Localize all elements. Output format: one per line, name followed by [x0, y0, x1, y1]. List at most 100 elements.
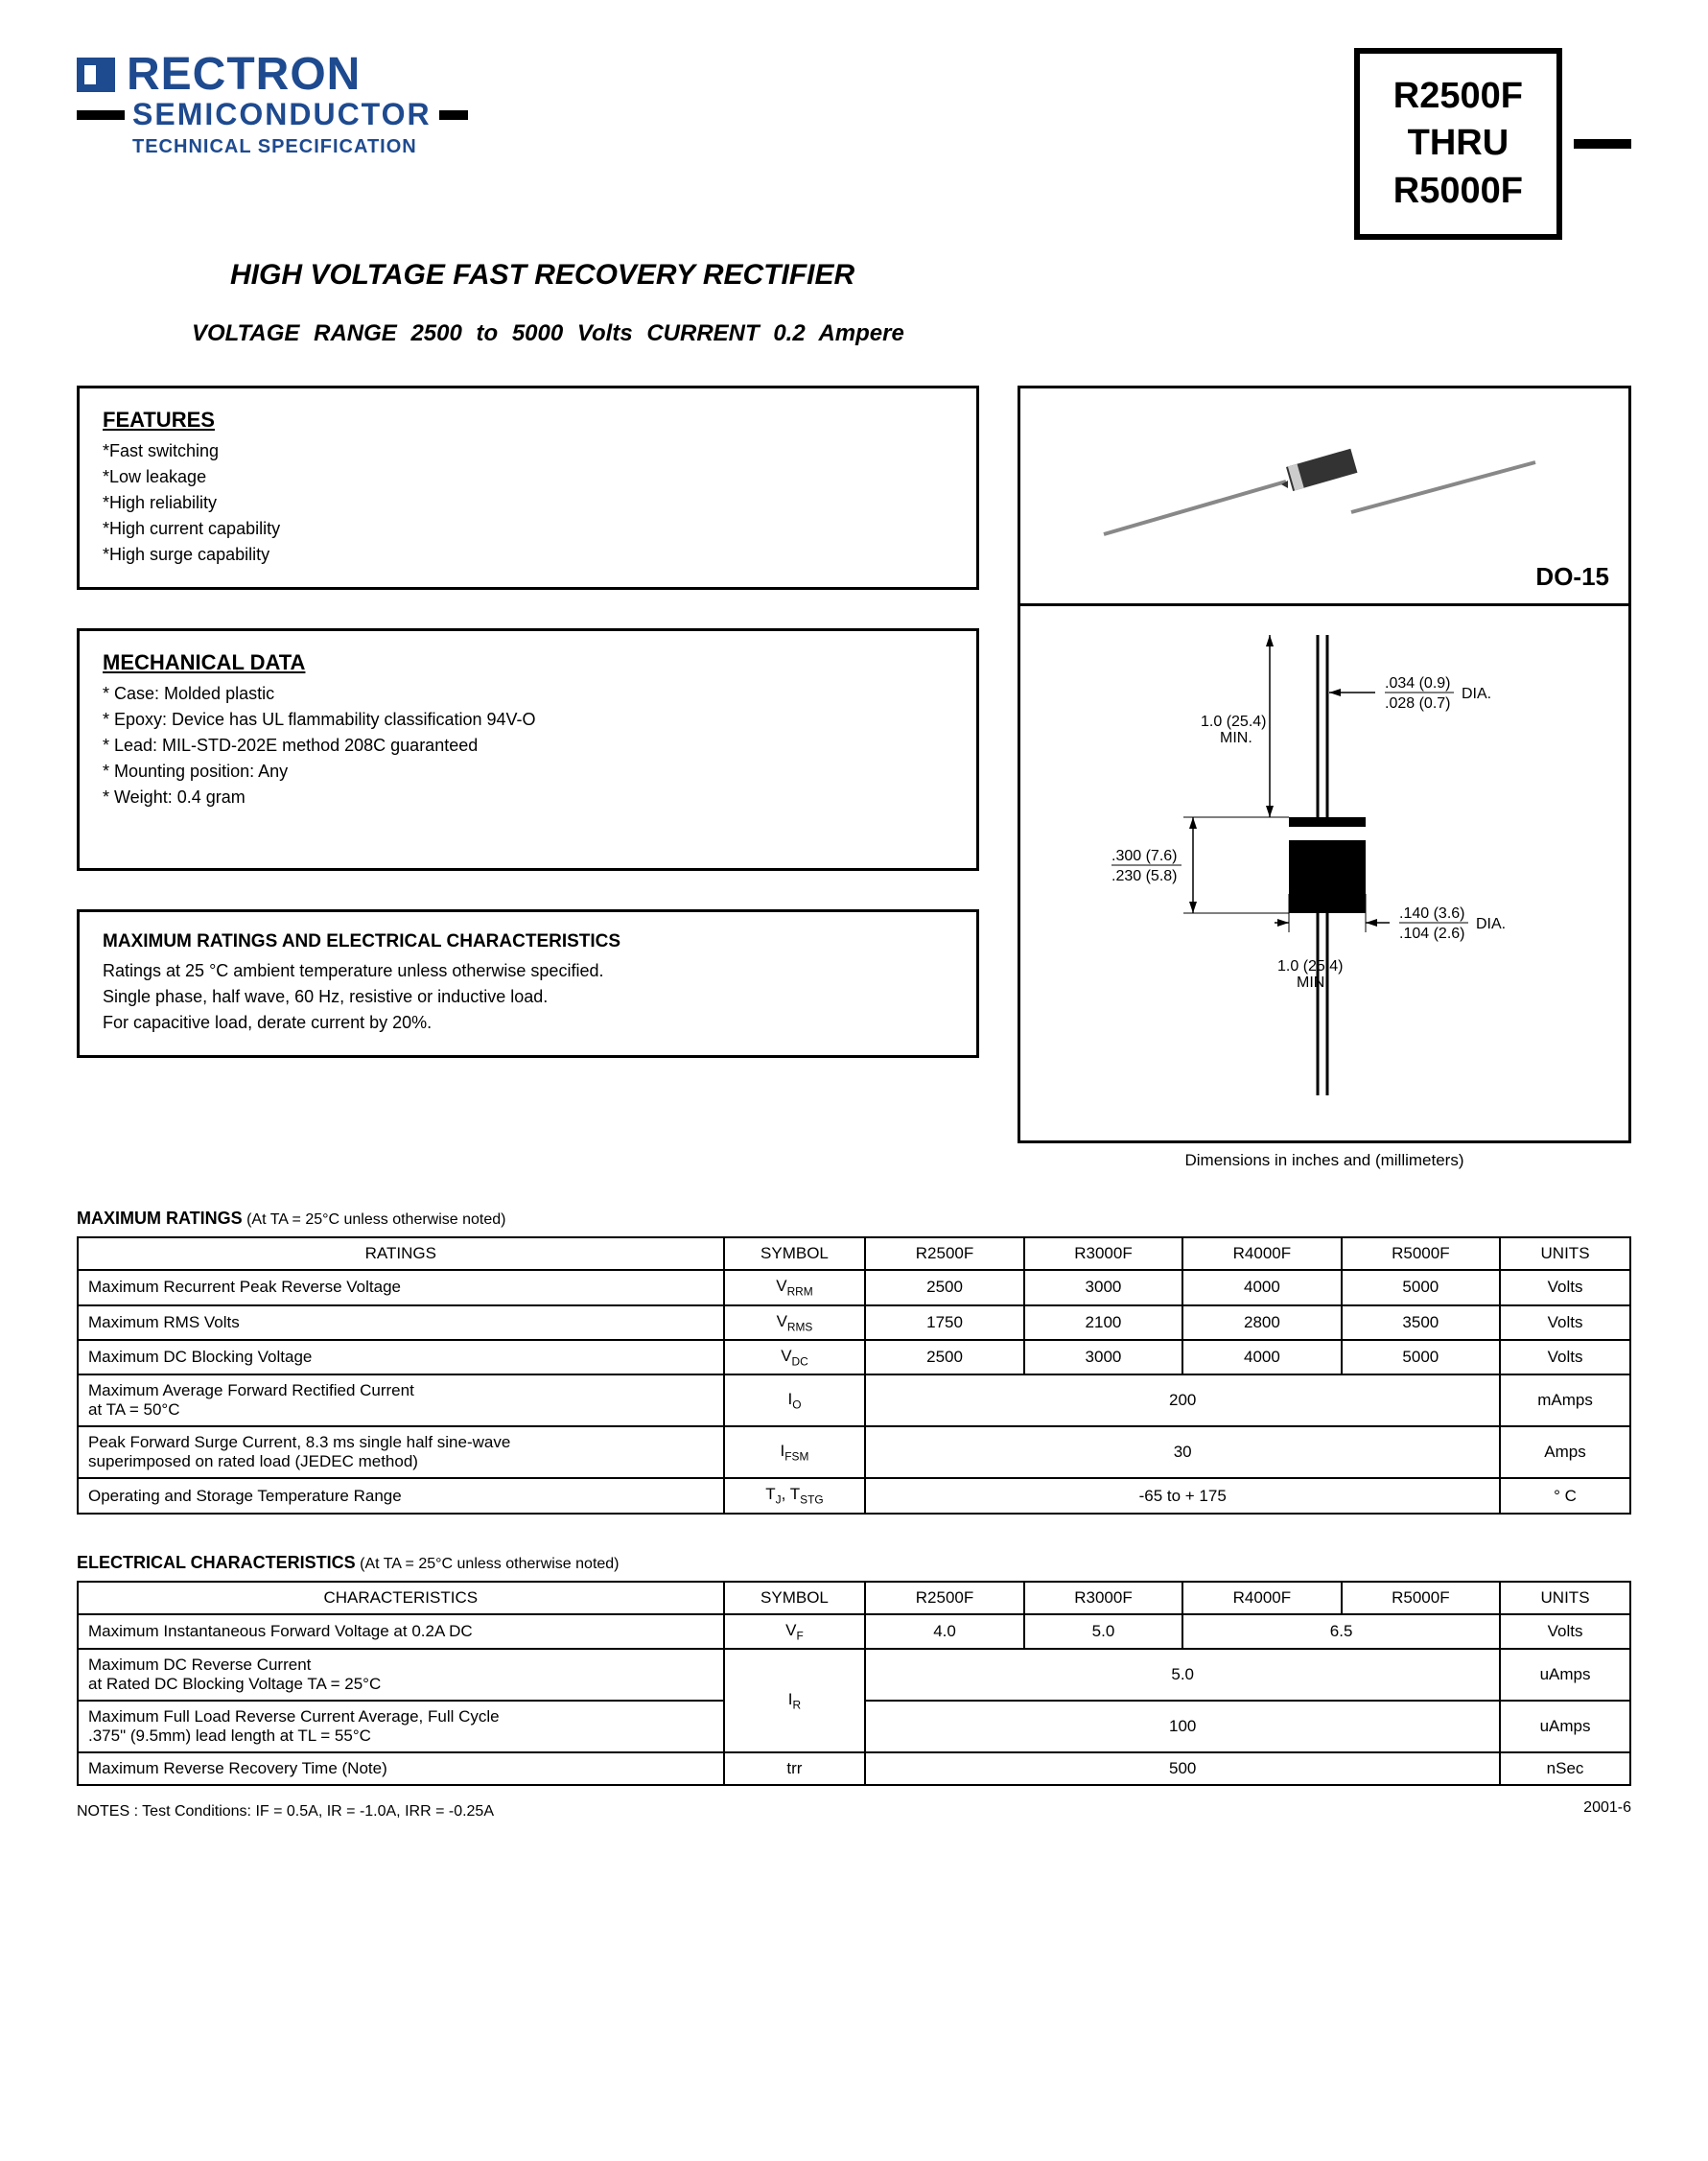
header-row: RECTRON SEMICONDUCTOR TECHNICAL SPECIFIC… — [77, 48, 1631, 240]
elec-char-note: (At TA = 25°C unless otherwise noted) — [356, 1556, 620, 1572]
rating-cell: Peak Forward Surge Current, 8.3 ms singl… — [78, 1426, 724, 1478]
mechanical-item: * Lead: MIL-STD-202E method 208C guarant… — [103, 733, 953, 759]
max-ratings-title: MAXIMUM RATINGS — [77, 1209, 243, 1228]
value-cell: 5.0 — [865, 1649, 1500, 1701]
table-header: R4000F — [1182, 1237, 1341, 1270]
table-header: SYMBOL — [724, 1237, 866, 1270]
units-cell: Volts — [1500, 1305, 1630, 1340]
dim-dia2: DIA. — [1476, 916, 1506, 932]
value-cell: 3500 — [1342, 1305, 1500, 1340]
table-row: Maximum RMS VoltsVRMS1750210028003500Vol… — [78, 1305, 1630, 1340]
feature-item: *High reliability — [103, 490, 953, 516]
table-row: Maximum Reverse Recovery Time (Note)trr5… — [78, 1752, 1630, 1785]
ratings-intro-box: MAXIMUM RATINGS AND ELECTRICAL CHARACTER… — [77, 909, 979, 1058]
content-grid: FEATURES *Fast switching*Low leakage*Hig… — [77, 386, 1631, 1170]
part-line1: R2500F — [1393, 73, 1523, 120]
ratings-intro-line2: Single phase, half wave, 60 Hz, resistiv… — [103, 984, 953, 1010]
table-header: UNITS — [1500, 1237, 1630, 1270]
main-title: HIGH VOLTAGE FAST RECOVERY RECTIFIER — [230, 259, 1631, 292]
value-cell: 2500 — [865, 1340, 1023, 1374]
symbol-cell: IR — [724, 1649, 866, 1752]
logo-line1: RECTRON — [77, 48, 1354, 101]
package-illustration: DO-15 — [1018, 386, 1631, 606]
mechanical-box: MECHANICAL DATA * Case: Molded plastic * … — [77, 628, 979, 871]
table-row: Peak Forward Surge Current, 8.3 ms singl… — [78, 1426, 1630, 1478]
table-header: R5000F — [1342, 1582, 1500, 1614]
table-header: CHARACTERISTICS — [78, 1582, 724, 1614]
units-cell: Volts — [1500, 1270, 1630, 1304]
decor-bar-right — [1574, 139, 1631, 149]
symbol-cell: IO — [724, 1374, 866, 1426]
right-column: DO-15 1.0 (25.4) MIN. — [1018, 386, 1631, 1170]
rating-cell: Maximum Average Forward Rectified Curren… — [78, 1374, 724, 1426]
table-header: R3000F — [1024, 1237, 1182, 1270]
value-cell: 5000 — [1342, 1340, 1500, 1374]
features-heading: FEATURES — [103, 408, 953, 433]
value-cell: 4.0 — [865, 1614, 1023, 1649]
table-header: R4000F — [1182, 1582, 1341, 1614]
rating-cell: Maximum DC Blocking Voltage — [78, 1340, 724, 1374]
value-cell: 6.5 — [1182, 1614, 1500, 1649]
part-line2: THRU — [1393, 120, 1523, 167]
table-header: R5000F — [1342, 1237, 1500, 1270]
char-cell: Maximum Instantaneous Forward Voltage at… — [78, 1614, 724, 1649]
units-cell: ° C — [1500, 1478, 1630, 1513]
dim-bodylen1: .300 (7.6) — [1111, 848, 1177, 864]
dim-bodylen2: .230 (5.8) — [1111, 868, 1177, 884]
left-column: FEATURES *Fast switching*Low leakage*Hig… — [77, 386, 979, 1170]
dim-leadlen2b: MIN. — [1297, 975, 1329, 991]
table-row: Maximum DC Blocking VoltageVDC2500300040… — [78, 1340, 1630, 1374]
value-cell: 1750 — [865, 1305, 1023, 1340]
elec-char-title: ELECTRICAL CHARACTERISTICS — [77, 1553, 356, 1572]
symbol-cell: VRRM — [724, 1270, 866, 1304]
value-cell: 3000 — [1024, 1270, 1182, 1304]
table-row: Maximum Recurrent Peak Reverse VoltageVR… — [78, 1270, 1630, 1304]
tech-spec-text: TECHNICAL SPECIFICATION — [132, 136, 1354, 158]
feature-item: *High surge capability — [103, 542, 953, 568]
symbol-cell: VF — [724, 1614, 866, 1649]
mechanical-heading: MECHANICAL DATA — [103, 650, 953, 675]
symbol-cell: IFSM — [724, 1426, 866, 1478]
company-name: RECTRON — [127, 48, 361, 101]
units-cell: uAmps — [1500, 1701, 1630, 1752]
units-cell: mAmps — [1500, 1374, 1630, 1426]
mechanical-item: * Case: Molded plastic — [103, 681, 953, 707]
table-header: SYMBOL — [724, 1582, 866, 1614]
dimension-svg: 1.0 (25.4) MIN. .034 (0.9) .028 (0.7) DI… — [1040, 625, 1615, 1124]
units-cell: Amps — [1500, 1426, 1630, 1478]
features-box: FEATURES *Fast switching*Low leakage*Hig… — [77, 386, 979, 590]
max-ratings-note: (At TA = 25°C unless otherwise noted) — [243, 1211, 506, 1228]
value-cell: 2500 — [865, 1270, 1023, 1304]
table-row: Maximum Instantaneous Forward Voltage at… — [78, 1614, 1630, 1649]
value-cell: 3000 — [1024, 1340, 1182, 1374]
table-row: Maximum Average Forward Rectified Curren… — [78, 1374, 1630, 1426]
elec-char-section: ELECTRICAL CHARACTERISTICS (At TA = 25°C… — [77, 1553, 1631, 1786]
rating-cell: Maximum RMS Volts — [78, 1305, 724, 1340]
dim-bodydia2: .104 (2.6) — [1399, 926, 1464, 942]
rectron-logo-icon — [77, 58, 115, 92]
decor-bar-left — [77, 110, 125, 120]
units-cell: Volts — [1500, 1340, 1630, 1374]
feature-item: *Fast switching — [103, 438, 953, 464]
feature-item: *High current capability — [103, 516, 953, 542]
subtitle: VOLTAGE RANGE 2500 to 5000 Volts CURRENT… — [192, 320, 1631, 347]
char-cell: Maximum Full Load Reverse Current Averag… — [78, 1701, 724, 1752]
logo-section: RECTRON SEMICONDUCTOR TECHNICAL SPECIFIC… — [77, 48, 1354, 158]
units-cell: nSec — [1500, 1752, 1630, 1785]
dim-leadlen1: 1.0 (25.4) — [1201, 714, 1266, 730]
part-line3: R5000F — [1393, 168, 1523, 215]
max-ratings-section: MAXIMUM RATINGS (At TA = 25°C unless oth… — [77, 1209, 1631, 1515]
decor-bar-mid — [439, 110, 468, 120]
value-cell: 2800 — [1182, 1305, 1341, 1340]
diode-svg — [1085, 438, 1564, 553]
units-cell: uAmps — [1500, 1649, 1630, 1701]
table-header: R2500F — [865, 1237, 1023, 1270]
table-header: RATINGS — [78, 1237, 724, 1270]
dim-caption: Dimensions in inches and (millimeters) — [1018, 1151, 1631, 1170]
semiconductor-text: SEMICONDUCTOR — [132, 97, 432, 132]
symbol-cell: TJ, TSTG — [724, 1478, 866, 1513]
dim-leaddia2: .028 (0.7) — [1385, 695, 1450, 712]
rating-cell: Maximum Recurrent Peak Reverse Voltage — [78, 1270, 724, 1304]
value-cell: 100 — [865, 1701, 1500, 1752]
dim-dia1: DIA. — [1462, 686, 1491, 702]
